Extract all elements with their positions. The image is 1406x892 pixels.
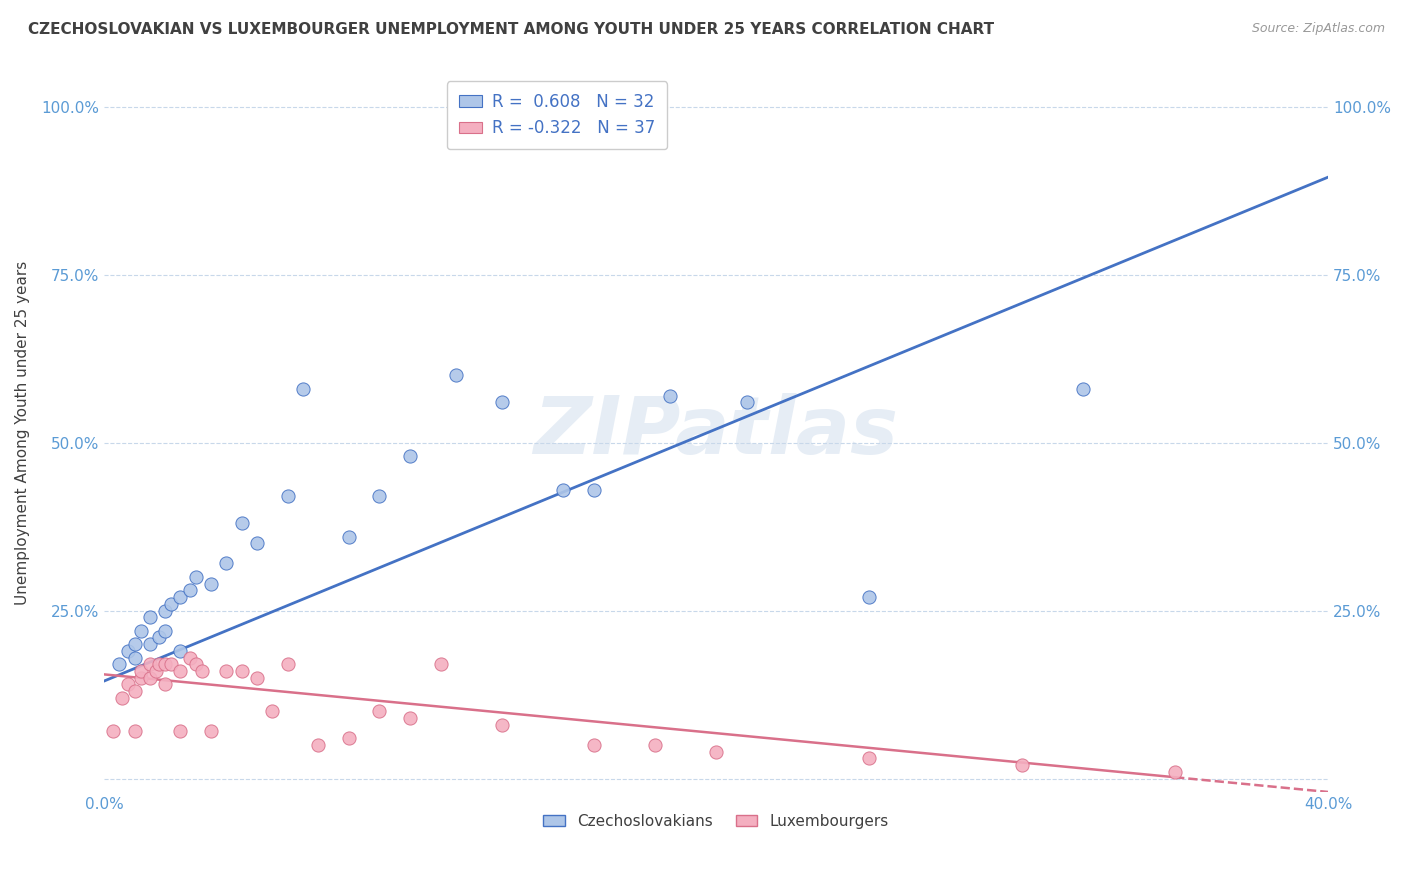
Point [169,664,191,678]
Point [291,382,314,396]
Point [368,704,391,718]
Point [215,664,238,678]
Point [117,677,139,691]
Point [215,557,238,571]
Point [184,657,207,672]
Point [129,671,152,685]
Point [444,368,467,383]
Point [101,724,124,739]
Point [399,711,422,725]
Point [160,597,183,611]
Point [153,677,176,691]
Point [368,489,391,503]
Point [1071,382,1094,396]
Point [659,388,682,402]
Point [108,657,131,672]
Point [858,751,880,765]
Point [124,684,146,698]
Text: CZECHOSLOVAKIAN VS LUXEMBOURGER UNEMPLOYMENT AMONG YOUTH UNDER 25 YEARS CORRELAT: CZECHOSLOVAKIAN VS LUXEMBOURGER UNEMPLOY… [28,22,994,37]
Point [735,395,758,409]
Point [704,745,727,759]
Point [262,704,284,718]
Point [124,637,146,651]
Point [277,657,299,672]
Point [246,536,269,550]
Point [179,650,201,665]
Point [153,657,176,672]
Point [277,489,299,503]
Point [231,664,253,678]
Point [129,664,152,678]
Point [644,738,666,752]
Point [139,610,162,624]
Point [1011,758,1033,772]
Point [491,718,513,732]
Point [169,590,191,604]
Point [200,576,222,591]
Point [169,644,191,658]
Y-axis label: Unemployment Among Youth under 25 years: Unemployment Among Youth under 25 years [15,260,30,605]
Point [124,650,146,665]
Point [139,637,162,651]
Point [148,657,170,672]
Point [124,724,146,739]
Point [337,530,360,544]
Point [246,671,269,685]
Point [169,724,191,739]
Point [160,657,183,672]
Point [139,671,162,685]
Point [858,590,880,604]
Point [129,624,152,638]
Point [551,483,574,497]
Point [231,516,253,531]
Point [153,603,176,617]
Point [148,631,170,645]
Point [200,724,222,739]
Point [179,583,201,598]
Point [191,664,214,678]
Point [1164,764,1187,779]
Text: Source: ZipAtlas.com: Source: ZipAtlas.com [1251,22,1385,36]
Point [117,644,139,658]
Point [429,657,451,672]
Point [582,483,605,497]
Point [139,657,162,672]
Point [184,570,207,584]
Point [111,690,134,705]
Point [337,731,360,746]
Legend: Czechoslovakians, Luxembourgers: Czechoslovakians, Luxembourgers [537,807,894,835]
Point [145,664,167,678]
Point [582,738,605,752]
Point [399,449,422,463]
Point [153,624,176,638]
Text: ZIPatlas: ZIPatlas [533,393,898,472]
Point [307,738,329,752]
Point [491,395,513,409]
